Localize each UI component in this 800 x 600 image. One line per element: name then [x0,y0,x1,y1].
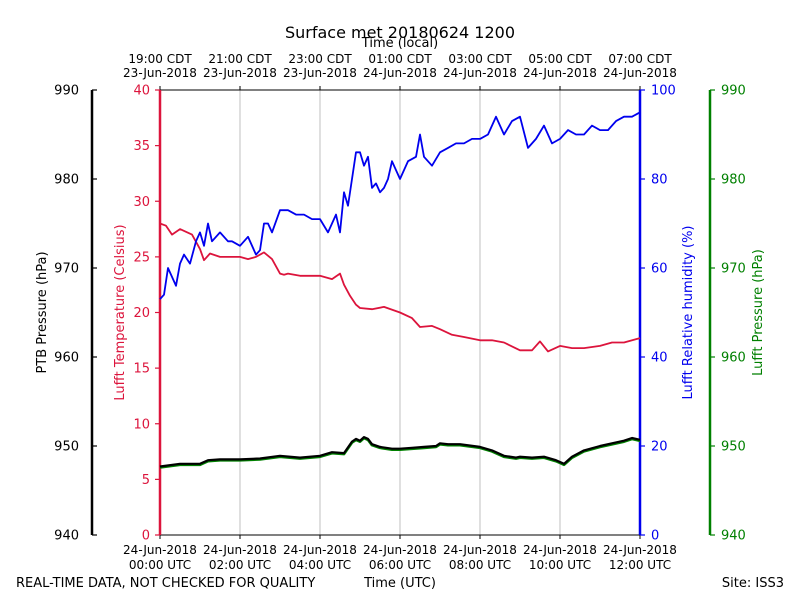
ptb-tick-label: 990 [54,84,79,99]
top-tick-label: 07:00 CDT [608,52,672,66]
chart-title: Surface met 20180624 1200 [285,23,515,42]
lufft_p-tick-label: 990 [721,84,746,99]
x-tick-label: 24-Jun-2018 [363,543,437,557]
x-tick-label: 00:00 UTC [129,558,191,572]
x-tick-label: 12:00 UTC [609,558,671,572]
top-tick-label: 23-Jun-2018 [123,66,197,80]
temp-tick-label: 25 [133,250,150,265]
top-tick-label: 24-Jun-2018 [523,66,597,80]
top-tick-label: 23-Jun-2018 [283,66,357,80]
rh-tick-label: 20 [651,440,668,455]
top-axis-label: Time (local) [361,36,438,51]
rh-tick-label: 60 [651,262,668,277]
site-label: Site: ISS3 [722,576,784,591]
top-tick-label: 05:00 CDT [528,52,592,66]
lufft_p-tick-label: 950 [721,440,746,455]
x-tick-label: 24-Jun-2018 [523,543,597,557]
ptb-tick-label: 950 [54,440,79,455]
temp-axis-title: Lufft Temperature (Celsius) [113,224,128,400]
series-line-lufft-relative-humidity [159,111,641,300]
top-tick-label: 23:00 CDT [288,52,352,66]
temp-tick-label: 30 [133,195,150,210]
series-line-lufft-temperature [159,222,641,353]
rh-axis-title: Lufft Relative humidity (%) [681,225,696,399]
top-tick-label: 03:00 CDT [448,52,512,66]
x-tick-label: 24-Jun-2018 [203,543,277,557]
top-tick-label: 23-Jun-2018 [203,66,277,80]
temp-tick-label: 35 [133,139,150,154]
top-tick-label: 24-Jun-2018 [363,66,437,80]
x-tick-label: 08:00 UTC [449,558,511,572]
series-line-ptb-pressure [159,436,641,468]
temp-tick-label: 15 [133,362,150,377]
lufft_p-tick-label: 970 [721,262,746,277]
ptb-tick-label: 970 [54,262,79,277]
top-tick-label: 21:00 CDT [208,52,272,66]
top-tick-label: 24-Jun-2018 [603,66,677,80]
top-tick-label: 24-Jun-2018 [443,66,517,80]
temp-tick-label: 20 [133,306,150,321]
lufft_p-axis-title: Lufft Pressure (hPa) [751,249,766,376]
x-tick-label: 02:00 UTC [209,558,271,572]
rh-tick-label: 80 [651,173,668,188]
lufft_p-tick-label: 980 [721,173,746,188]
rh-tick-label: 40 [651,351,668,366]
x-tick-label: 24-Jun-2018 [123,543,197,557]
temp-tick-label: 10 [133,417,150,432]
x-tick-label: 24-Jun-2018 [443,543,517,557]
top-tick-label: 19:00 CDT [128,52,192,66]
temp-tick-label: 5 [142,473,150,488]
quality-disclaimer: REAL-TIME DATA, NOT CHECKED FOR QUALITY [16,576,315,591]
x-tick-label: 06:00 UTC [369,558,431,572]
ptb-axis-title: PTB Pressure (hPa) [35,251,50,373]
ptb-tick-label: 960 [54,351,79,366]
x-tick-label: 04:00 UTC [289,558,351,572]
ptb-tick-label: 940 [54,529,79,544]
x-tick-label: 10:00 UTC [529,558,591,572]
ptb-tick-label: 980 [54,173,79,188]
x-axis-label: Time (UTC) [363,576,436,591]
temp-tick-label: 0 [142,529,150,544]
rh-tick-label: 100 [651,84,676,99]
lufft_p-tick-label: 940 [721,529,746,544]
rh-tick-label: 0 [651,529,659,544]
temp-tick-label: 40 [133,84,150,99]
top-tick-label: 01:00 CDT [368,52,432,66]
lufft_p-tick-label: 960 [721,351,746,366]
x-tick-label: 24-Jun-2018 [603,543,677,557]
x-tick-label: 24-Jun-2018 [283,543,357,557]
